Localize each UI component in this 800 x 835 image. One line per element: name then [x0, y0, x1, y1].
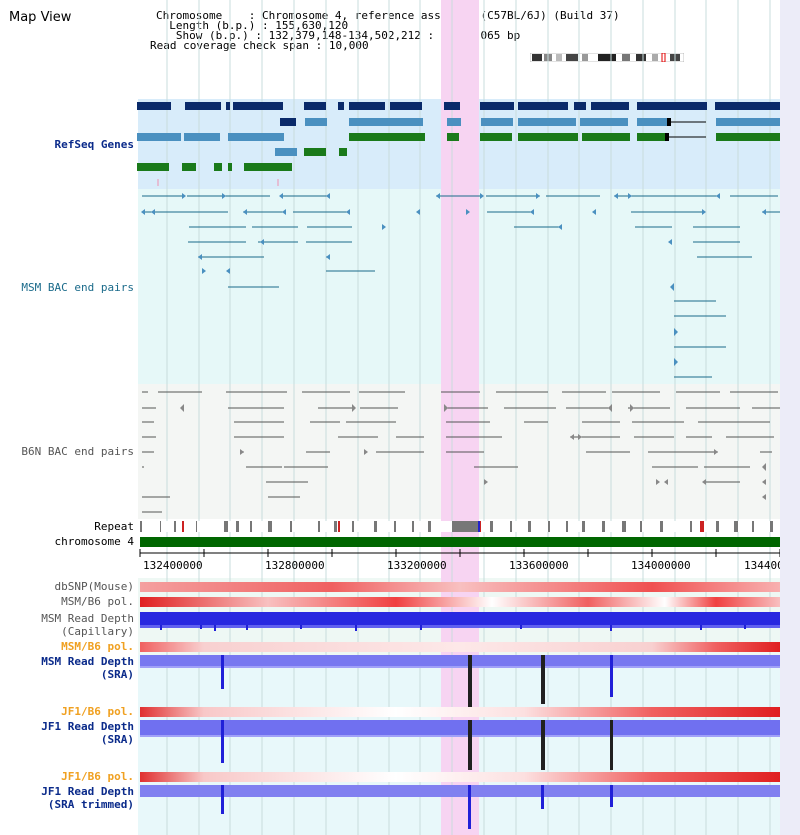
- axis-tick-label: 133600000: [509, 559, 569, 572]
- dbsnp-track-label[interactable]: dbSNP(Mouse): [54, 580, 134, 593]
- page-title: Map View: [9, 10, 72, 25]
- jf1-b6-pol-track-2: [140, 772, 780, 782]
- b6n-bac-pairs[interactable]: [142, 391, 780, 513]
- refseq-genes[interactable]: [137, 102, 781, 186]
- coverage-label: Read coverage check span: [150, 39, 309, 52]
- b6n-bac-ends: [180, 404, 766, 500]
- coverage-value: 10,000: [328, 39, 369, 52]
- msm-b6-pol-track-label[interactable]: MSM/B6 pol.: [61, 595, 134, 608]
- msm-depth-capillary-label-1[interactable]: MSM Read Depth: [41, 612, 134, 625]
- right-scrollbar[interactable]: [780, 0, 800, 835]
- jf1-b6-pol-label[interactable]: JF1/B6 pol.: [61, 705, 134, 718]
- dbsnp-track: [140, 582, 780, 592]
- chromosome-track-label: chromosome 4: [54, 535, 134, 548]
- msm-b6-pol-2-label[interactable]: MSM/B6 pol.: [61, 640, 134, 653]
- jf1-depth-trimmed-label-2: (SRA trimmed): [47, 798, 134, 811]
- jf1-b6-pol-track: [140, 707, 780, 717]
- axis-tick-label: 134000000: [631, 559, 691, 572]
- axis-tick-label: 1344000: [744, 559, 791, 572]
- refseq-track-label[interactable]: RefSeq Genes: [54, 138, 134, 151]
- chromosome-bar: [140, 537, 780, 547]
- msm-bac-ends: [141, 193, 766, 366]
- axis: [139, 549, 781, 557]
- axis-tick-label: 132400000: [143, 559, 203, 572]
- repeat-track: [138, 521, 780, 532]
- jf1-depth-sra-label-2: (SRA): [100, 733, 134, 746]
- msm-b6-pol-track: [140, 597, 780, 607]
- msm-bac-track-label[interactable]: MSM BAC end pairs: [21, 281, 134, 294]
- chromosome-label: Chromosome: [156, 9, 223, 22]
- jf1-b6-pol-2-label[interactable]: JF1/B6 pol.: [61, 770, 134, 783]
- msm-depth-sra: [140, 655, 780, 714]
- msm-depth-sra-label-1[interactable]: MSM Read Depth: [41, 655, 134, 668]
- length-label: Length (b.p.): [169, 19, 256, 32]
- msm-depth-capillary-label-2: (Capillary): [61, 625, 134, 638]
- jf1-depth-sra: [140, 720, 780, 770]
- msm-depth-sra-label-2: (SRA): [100, 668, 134, 681]
- msm-depth-capillary: [140, 612, 780, 631]
- jf1-depth-trimmed: [140, 785, 780, 829]
- jf1-depth-trimmed-label-1[interactable]: JF1 Read Depth: [41, 785, 134, 798]
- repeat-track-label[interactable]: Repeat: [94, 520, 134, 533]
- length-value: 155,630,120: [275, 19, 349, 32]
- axis-tick-label: 132800000: [265, 559, 325, 572]
- jf1-depth-sra-label-1[interactable]: JF1 Read Depth: [41, 720, 134, 733]
- b6n-bac-track-label[interactable]: B6N BAC end pairs: [21, 445, 134, 458]
- msm-b6-pol-track-2: [140, 642, 780, 652]
- region-info: Chromosome : Chromosome 4, reference ass…: [150, 9, 620, 52]
- show-label: Show (b.p.): [175, 29, 249, 42]
- axis-tick-label: 133200000: [387, 559, 447, 572]
